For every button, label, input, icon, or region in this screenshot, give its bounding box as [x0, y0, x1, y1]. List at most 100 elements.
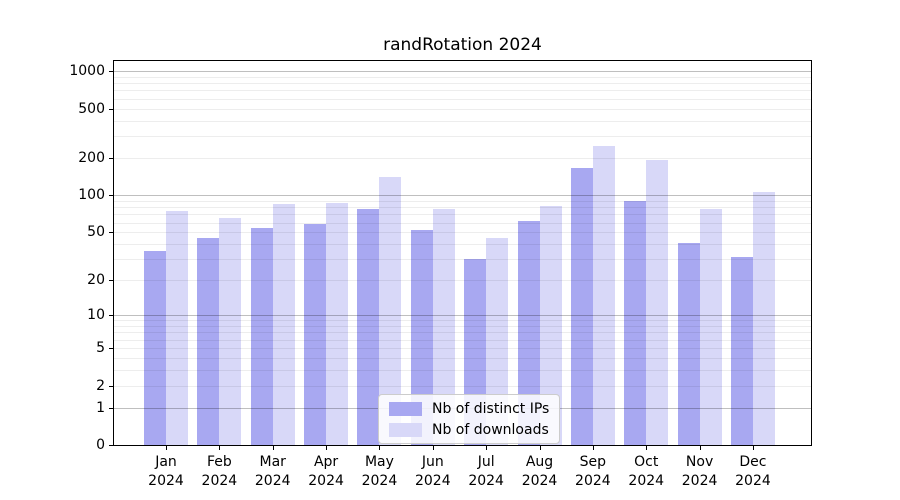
x-tick-oct: [646, 445, 648, 450]
x-tick-aug: [539, 445, 541, 450]
minor-gridline-90: [114, 200, 811, 202]
x-tick-nov: [699, 445, 701, 450]
minor-gridline-200: [114, 157, 811, 159]
major-gridline-10: [114, 315, 811, 317]
x-tick-jan: [166, 445, 167, 450]
y-tick-label-100: 100: [78, 187, 105, 204]
x-tick-label-oct: Oct 2024: [611, 453, 681, 491]
bar-downloads-jun: [432, 209, 455, 445]
y-tick-10: [109, 315, 114, 317]
y-tick-20: [109, 280, 114, 282]
legend: Nb of distinct IPs Nb of downloads: [378, 394, 561, 444]
bar-distinct-ips-jan: [144, 251, 166, 445]
legend-label-distinct-ips: Nb of distinct IPs: [432, 400, 550, 417]
minor-gridline-8: [114, 326, 811, 328]
y-tick-label-200: 200: [78, 149, 105, 166]
y-tick-label-2: 2: [96, 377, 105, 394]
major-gridline-100: [114, 195, 811, 197]
y-tick-label-10: 10: [87, 307, 105, 324]
x-tick-feb: [219, 445, 221, 450]
x-tick-year-jul: 2024: [468, 473, 504, 489]
y-tick-500: [109, 108, 114, 110]
minor-gridline-900: [114, 76, 811, 78]
bar-downloads-dec: [752, 191, 775, 445]
x-tick-label-jun: Jun 2024: [398, 453, 468, 491]
x-tick-dec: [752, 445, 754, 450]
x-tick-label-jan: Jan 2024: [131, 453, 201, 491]
bar-downloads-jan: [166, 210, 188, 445]
minor-gridline-70: [114, 214, 811, 216]
minor-gridline-80: [114, 207, 811, 209]
x-tick-label-may: May 2024: [344, 453, 414, 491]
y-tick-label-500: 500: [78, 100, 105, 117]
x-tick-jun: [432, 445, 434, 450]
y-tick-200: [109, 157, 114, 159]
minor-gridline-500: [114, 108, 811, 110]
x-tick-label-dec: Dec 2024: [718, 453, 788, 491]
x-tick-year-oct: 2024: [628, 473, 665, 489]
major-gridline-1000: [114, 71, 811, 72]
minor-gridline-6: [114, 339, 811, 341]
minor-gridline-20: [114, 280, 811, 282]
minor-gridline-60: [114, 222, 811, 224]
y-tick-100: [109, 195, 114, 197]
minor-gridline-600: [114, 98, 811, 100]
minor-gridline-700: [114, 90, 811, 92]
x-tick-year-jan: 2024: [148, 473, 184, 489]
minor-gridline-300: [114, 136, 811, 138]
y-tick-label-1: 1: [96, 399, 105, 416]
bar-distinct-ips-dec: [730, 257, 753, 445]
legend-swatch-downloads: [389, 422, 422, 437]
bar-distinct-ips-feb: [197, 237, 220, 445]
x-tick-year-nov: 2024: [681, 473, 718, 489]
minor-gridline-2: [114, 385, 811, 387]
minor-gridline-40: [114, 244, 811, 245]
bar-downloads-may: [379, 177, 402, 445]
y-tick-label-20: 20: [87, 272, 105, 289]
y-tick-label-0: 0: [96, 437, 105, 453]
legend-swatch-distinct-ips: [389, 401, 422, 416]
x-tick-year-feb: 2024: [201, 473, 238, 489]
y-tick-2: [109, 385, 114, 387]
x-tick-jul: [486, 445, 488, 450]
y-tick-1: [109, 407, 114, 409]
y-tick-50: [109, 232, 114, 234]
x-tick-label-apr: Apr 2024: [291, 453, 361, 491]
legend-item-distinct-ips: Nb of distinct IPs: [389, 399, 549, 418]
minor-gridline-400: [114, 120, 811, 122]
x-tick-label-feb: Feb 2024: [184, 453, 254, 491]
y-tick-label-5: 5: [96, 340, 105, 356]
x-tick-label-jul: Jul 2024: [451, 453, 521, 491]
x-tick-label-nov: Nov 2024: [665, 453, 735, 491]
minor-gridline-30: [114, 259, 811, 261]
x-tick-label-aug: Aug 2024: [505, 453, 575, 491]
y-tick-5: [109, 348, 114, 349]
legend-label-downloads: Nb of downloads: [432, 421, 549, 438]
bar-downloads-oct: [646, 159, 669, 445]
minor-gridline-7: [114, 332, 811, 334]
y-tick-label-50: 50: [87, 224, 105, 241]
bar-distinct-ips-apr: [304, 224, 327, 445]
x-tick-year-mar: 2024: [254, 473, 291, 489]
x-tick-year-dec: 2024: [735, 473, 771, 489]
bar-distinct-ips-nov: [677, 242, 700, 445]
bar-downloads-apr: [326, 203, 349, 445]
bar-downloads-feb: [219, 218, 242, 445]
bar-downloads-aug: [539, 206, 562, 445]
minor-gridline-3: [114, 370, 811, 371]
minor-gridline-5: [114, 348, 811, 349]
x-tick-may: [379, 445, 381, 450]
bar-distinct-ips-mar: [250, 228, 273, 445]
x-tick-apr: [326, 445, 328, 450]
bar-downloads-nov: [699, 208, 722, 445]
minor-gridline-800: [114, 83, 811, 85]
x-tick-year-may: 2024: [361, 473, 398, 489]
bar-distinct-ips-may: [357, 208, 380, 445]
minor-gridline-9: [114, 320, 811, 322]
x-tick-year-sep: 2024: [575, 473, 611, 489]
bar-downloads-sep: [592, 145, 615, 445]
x-tick-year-jun: 2024: [414, 473, 451, 489]
y-tick-1000: [109, 71, 114, 72]
bar-distinct-ips-aug: [517, 220, 540, 445]
plot-area: 0 1 2 5 10 20 50 100 200 500 1000 Jan 2024 Feb 2024 Ma…: [69, 60, 812, 489]
